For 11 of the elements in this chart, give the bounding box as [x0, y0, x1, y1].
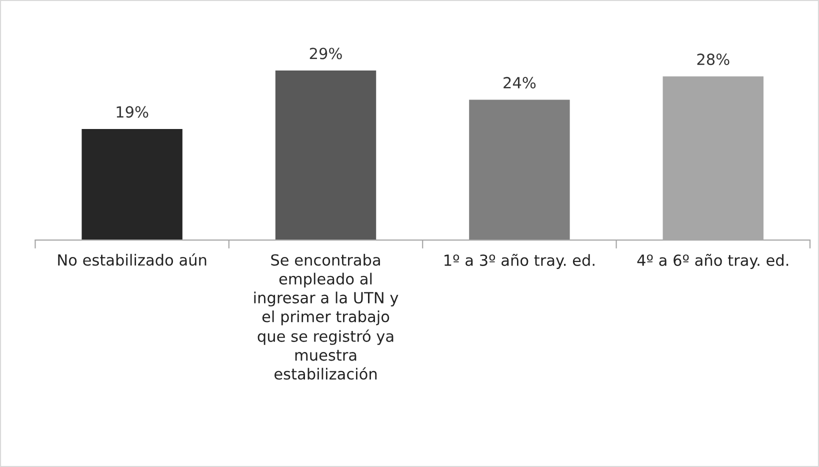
bar [275, 70, 376, 240]
x-tick-label: 4º a 6º año tray. ed. [637, 254, 788, 269]
data-label: 19% [116, 106, 148, 118]
bar [469, 100, 570, 240]
x-tick-label: Se encontraba empleado al ingresar a la UTN y el primer trabajo que se registró ya muestra estabilización [254, 254, 398, 380]
x-tick-label: No estabilizado aún [58, 253, 206, 266]
bar [82, 129, 182, 240]
data-label: 24% [504, 76, 536, 88]
x-tick-label: 1º a 3º año tray. ed. [444, 254, 594, 269]
data-label: 28% [697, 54, 730, 66]
data-label: 29% [310, 48, 342, 60]
